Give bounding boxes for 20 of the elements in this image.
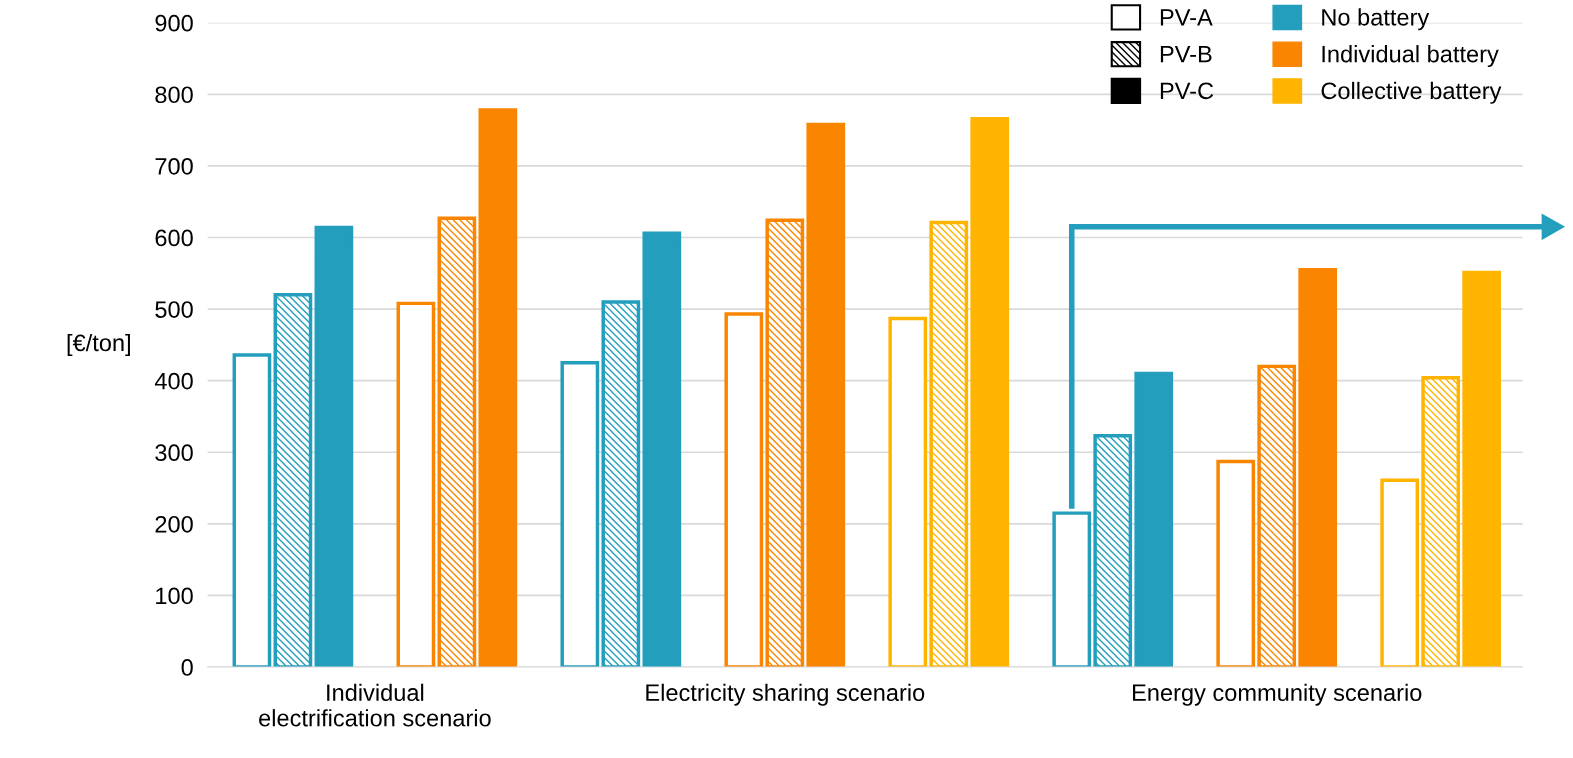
y-tick-label: 900 — [155, 14, 193, 32]
x-tick-label: Individual electrification scenario — [259, 683, 491, 727]
annotation: PV-C — [1160, 82, 1214, 100]
y-tick-label: 0 — [181, 659, 193, 676]
annotation: PV-B — [1160, 45, 1212, 63]
legend-label: Individual battery — [1322, 45, 1499, 68]
y-tick-label: 400 — [154, 372, 193, 390]
y-tick-label: 300 — [155, 444, 193, 462]
legend-label: No battery — [1322, 8, 1430, 31]
y-tick-label: 200 — [155, 515, 193, 533]
y-tick-label: 500 — [155, 301, 193, 318]
x-tick-label: Energy community scenario — [1132, 683, 1422, 706]
annotation: PV-A — [1160, 9, 1213, 26]
y-tick-label: 700 — [155, 157, 193, 175]
legend-label: Collective battery — [1321, 81, 1502, 104]
y-tick-label: 100 — [156, 587, 193, 605]
y-axis-title: [€/ton] — [67, 333, 130, 356]
y-tick-label: 600 — [155, 229, 193, 247]
x-tick-label: Electricity sharing scenario — [646, 683, 925, 706]
y-tick-label: 800 — [155, 86, 193, 104]
